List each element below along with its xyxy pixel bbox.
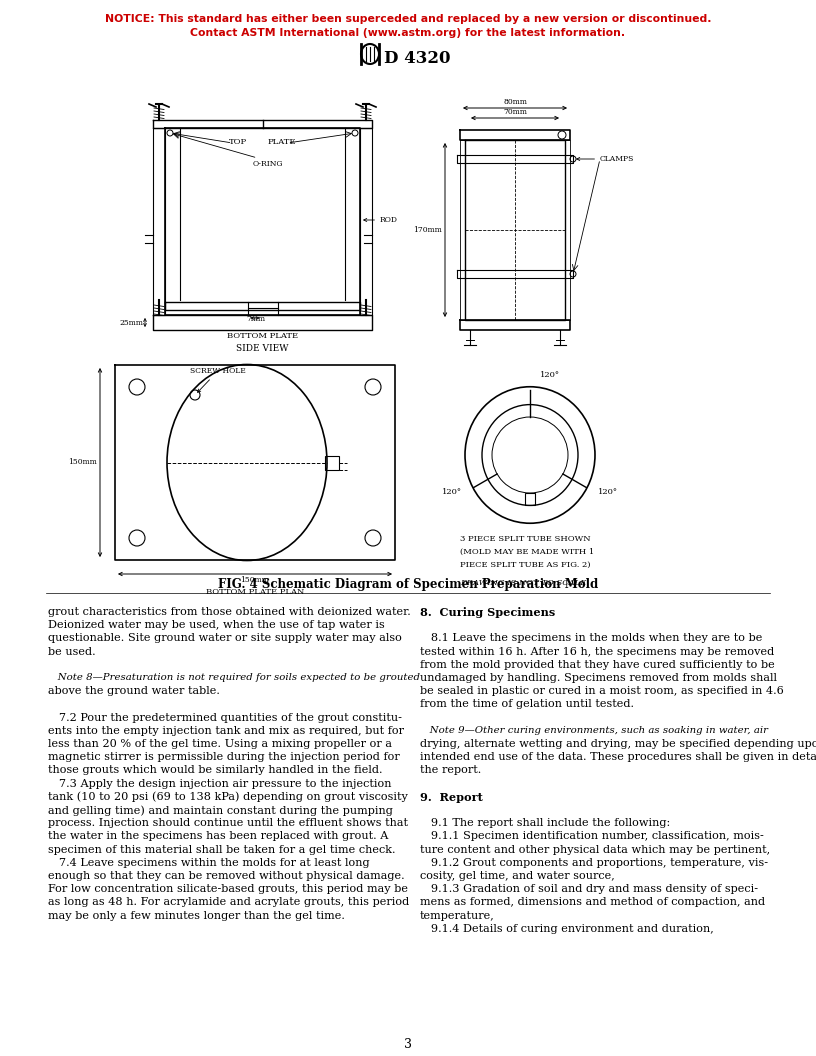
Text: TOP: TOP	[229, 138, 247, 146]
Text: 25mm: 25mm	[119, 319, 143, 327]
Text: 9.1.1 Specimen identification number, classification, mois-: 9.1.1 Specimen identification number, cl…	[420, 831, 764, 842]
Text: above the ground water table.: above the ground water table.	[48, 686, 220, 696]
Text: NOTICE: This standard has either been superceded and replaced by a new version o: NOTICE: This standard has either been su…	[104, 14, 712, 24]
Text: enough so that they can be removed without physical damage.: enough so that they can be removed witho…	[48, 871, 405, 881]
Text: SCREW HOLE: SCREW HOLE	[190, 367, 246, 393]
Text: process. Injection should continue until the effluent shows that: process. Injection should continue until…	[48, 818, 408, 828]
Text: 9.1.2 Grout components and proportions, temperature, vis-: 9.1.2 Grout components and proportions, …	[420, 857, 768, 868]
Text: 150mm: 150mm	[241, 576, 269, 584]
Text: from the mold provided that they have cured sufficiently to be: from the mold provided that they have cu…	[420, 660, 774, 670]
Text: PIECE SPLIT TUBE AS FIG. 2): PIECE SPLIT TUBE AS FIG. 2)	[460, 561, 591, 569]
Text: 120°: 120°	[540, 371, 560, 379]
Text: O-RING: O-RING	[252, 161, 283, 168]
Text: 7mm: 7mm	[246, 315, 265, 323]
Text: Note 9—Other curing environments, such as soaking in water, air: Note 9—Other curing environments, such a…	[420, 725, 768, 735]
Text: 7.4 Leave specimens within the molds for at least long: 7.4 Leave specimens within the molds for…	[48, 857, 370, 868]
Text: 80mm: 80mm	[503, 98, 527, 106]
Text: those grouts which would be similarly handled in the field.: those grouts which would be similarly ha…	[48, 766, 383, 775]
Text: specimen of this material shall be taken for a gel time check.: specimen of this material shall be taken…	[48, 845, 396, 854]
Text: 120°: 120°	[441, 488, 462, 495]
Text: PLATE: PLATE	[268, 138, 296, 146]
Text: For low concentration silicate-based grouts, this period may be: For low concentration silicate-based gro…	[48, 884, 408, 894]
Text: Contact ASTM International (www.astm.org) for the latest information.: Contact ASTM International (www.astm.org…	[190, 29, 626, 38]
Text: SIDE VIEW: SIDE VIEW	[237, 344, 289, 353]
Text: be sealed in plastic or cured in a moist room, as specified in 4.6: be sealed in plastic or cured in a moist…	[420, 686, 783, 696]
Text: 8.1 Leave the specimens in the molds when they are to be: 8.1 Leave the specimens in the molds whe…	[420, 634, 762, 643]
Text: D 4320: D 4320	[384, 50, 450, 67]
Text: be used.: be used.	[48, 646, 95, 657]
Text: 9.1.3 Gradation of soil and dry and mass density of speci-: 9.1.3 Gradation of soil and dry and mass…	[420, 884, 758, 894]
Text: undamaged by handling. Specimens removed from molds shall: undamaged by handling. Specimens removed…	[420, 673, 777, 683]
Text: and gelling time) and maintain constant during the pumping: and gelling time) and maintain constant …	[48, 805, 392, 815]
Text: intended end use of the data. These procedures shall be given in detail in: intended end use of the data. These proc…	[420, 752, 816, 762]
Bar	[525, 493, 535, 505]
Text: ents into the empty injection tank and mix as required, but for: ents into the empty injection tank and m…	[48, 725, 404, 736]
Text: CLAMPS: CLAMPS	[577, 155, 634, 163]
Text: less than 20 % of the gel time. Using a mixing propeller or a: less than 20 % of the gel time. Using a …	[48, 739, 392, 749]
Text: cosity, gel time, and water source,: cosity, gel time, and water source,	[420, 871, 614, 881]
Text: ture content and other physical data which may be pertinent,: ture content and other physical data whi…	[420, 845, 770, 854]
Text: BOTTOM PLATE: BOTTOM PLATE	[227, 332, 298, 340]
Text: 9.1 The report shall include the following:: 9.1 The report shall include the followi…	[420, 818, 670, 828]
Text: 3 PIECE SPLIT TUBE SHOWN: 3 PIECE SPLIT TUBE SHOWN	[460, 535, 591, 543]
Text: drying, alternate wetting and drying, may be specified depending upon the: drying, alternate wetting and drying, ma…	[420, 739, 816, 749]
Text: 7.3 Apply the design injection air pressure to the injection: 7.3 Apply the design injection air press…	[48, 778, 392, 789]
Text: BOTTOM PLATE PLAN: BOTTOM PLATE PLAN	[206, 588, 304, 596]
Text: 70mm: 70mm	[503, 108, 527, 116]
Text: Deionized water may be used, when the use of tap water is: Deionized water may be used, when the us…	[48, 620, 385, 630]
Text: 3: 3	[404, 1038, 412, 1051]
Text: the report.: the report.	[420, 766, 481, 775]
Text: from the time of gelation until tested.: from the time of gelation until tested.	[420, 699, 634, 710]
Text: questionable. Site ground water or site supply water may also: questionable. Site ground water or site …	[48, 634, 401, 643]
Text: 170mm: 170mm	[413, 226, 442, 234]
Text: magnetic stirrer is permissible during the injection period for: magnetic stirrer is permissible during t…	[48, 752, 400, 762]
Text: tested within 16 h. After 16 h, the specimens may be removed: tested within 16 h. After 16 h, the spec…	[420, 646, 774, 657]
Text: Note 8—Presaturation is not required for soils expected to be grouted: Note 8—Presaturation is not required for…	[48, 673, 420, 682]
Text: (MOLD MAY BE MADE WITH 1: (MOLD MAY BE MADE WITH 1	[460, 548, 594, 557]
Text: 7.2 Pour the predetermined quantities of the grout constitu-: 7.2 Pour the predetermined quantities of…	[48, 713, 401, 722]
Text: grout characteristics from those obtained with deionized water.: grout characteristics from those obtaine…	[48, 607, 410, 617]
Text: 120°: 120°	[598, 488, 619, 495]
Text: may be only a few minutes longer than the gel time.: may be only a few minutes longer than th…	[48, 910, 345, 921]
Text: temperature,: temperature,	[420, 910, 494, 921]
Text: tank (10 to 20 psi (69 to 138 kPa) depending on grout viscosity: tank (10 to 20 psi (69 to 138 kPa) depen…	[48, 792, 408, 803]
Text: ROD: ROD	[364, 216, 398, 224]
Text: mens as formed, dimensions and method of compaction, and: mens as formed, dimensions and method of…	[420, 898, 765, 907]
Text: 150mm: 150mm	[68, 458, 97, 467]
Text: the water in the specimens has been replaced with grout. A: the water in the specimens has been repl…	[48, 831, 388, 842]
Text: DRAWING IS NOT TO SCALE.: DRAWING IS NOT TO SCALE.	[460, 580, 589, 587]
Text: 9.  Report: 9. Report	[420, 792, 483, 803]
Text: as long as 48 h. For acrylamide and acrylate grouts, this period: as long as 48 h. For acrylamide and acry…	[48, 898, 410, 907]
Text: FIG. 4 Schematic Diagram of Specimen Preparation Mold: FIG. 4 Schematic Diagram of Specimen Pre…	[218, 578, 598, 591]
Bar	[325, 455, 339, 470]
Text: 8.  Curing Specimens: 8. Curing Specimens	[420, 607, 555, 618]
Text: 9.1.4 Details of curing environment and duration,: 9.1.4 Details of curing environment and …	[420, 924, 714, 934]
